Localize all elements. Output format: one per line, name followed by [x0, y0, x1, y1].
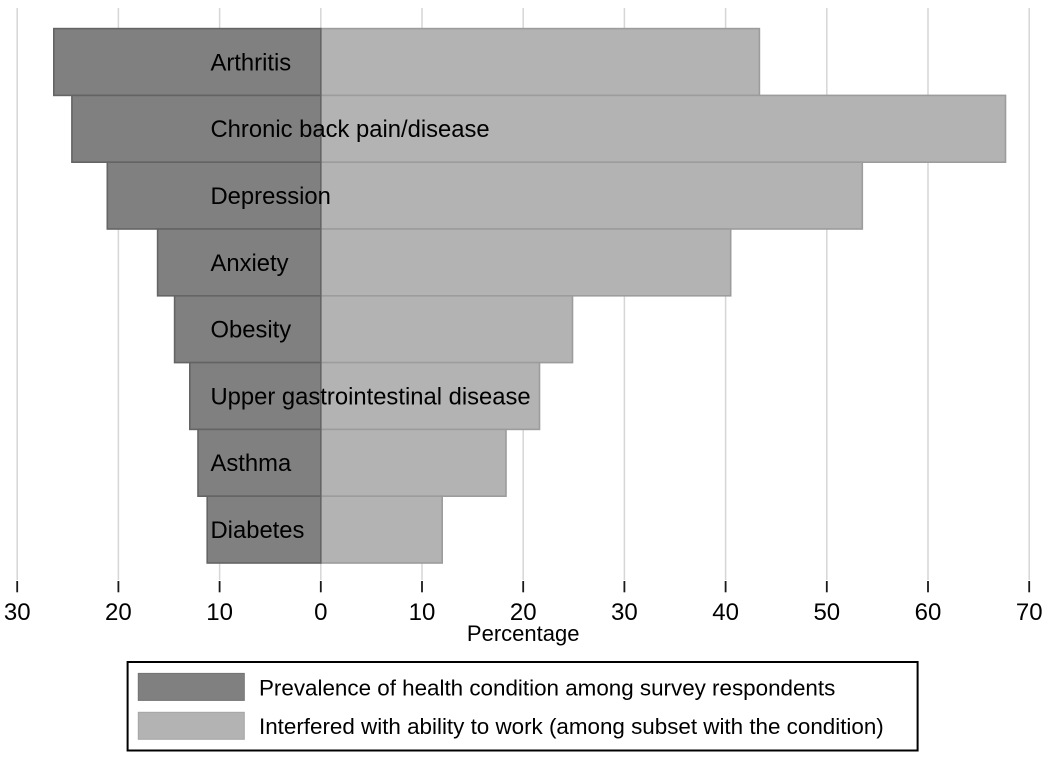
svg-text:60: 60: [915, 599, 942, 626]
svg-text:Obesity: Obesity: [211, 317, 292, 344]
svg-text:20: 20: [510, 599, 537, 626]
svg-text:50: 50: [813, 599, 840, 626]
svg-text:Depression: Depression: [211, 183, 331, 210]
svg-text:20: 20: [105, 599, 132, 626]
svg-text:Prevalence of health condition: Prevalence of health condition among sur…: [259, 675, 835, 700]
svg-text:Anxiety: Anxiety: [211, 250, 289, 277]
svg-text:40: 40: [712, 599, 739, 626]
svg-text:Arthritis: Arthritis: [211, 49, 292, 76]
svg-text:70: 70: [1016, 599, 1043, 626]
svg-text:Diabetes: Diabetes: [211, 517, 305, 544]
svg-text:0: 0: [314, 599, 327, 626]
svg-text:30: 30: [611, 599, 638, 626]
svg-text:Asthma: Asthma: [211, 450, 292, 477]
svg-text:30: 30: [4, 599, 31, 626]
svg-text:Percentage: Percentage: [467, 621, 580, 646]
svg-text:10: 10: [206, 599, 233, 626]
svg-text:Interfered with ability to wor: Interfered with ability to work (among s…: [259, 714, 884, 739]
svg-text:10: 10: [409, 599, 436, 626]
svg-text:Upper gastrointestinal disease: Upper gastrointestinal disease: [211, 383, 531, 410]
svg-text:Chronic back pain/disease: Chronic back pain/disease: [211, 116, 490, 143]
